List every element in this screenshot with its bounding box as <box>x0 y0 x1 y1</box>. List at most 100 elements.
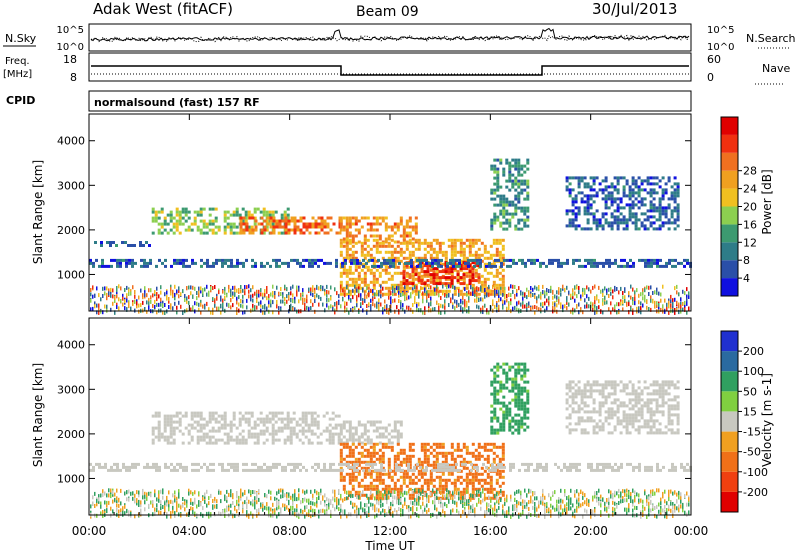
echo-cell <box>509 468 512 472</box>
echo-cell <box>411 241 415 245</box>
echo-cell <box>470 462 473 466</box>
echo-cell <box>511 416 515 420</box>
echo-cell <box>399 271 403 275</box>
echo-cell <box>408 250 412 254</box>
echo-cell <box>574 218 578 222</box>
echo-cell <box>508 176 512 180</box>
echo-cell <box>283 423 287 427</box>
echo-cell <box>495 271 499 275</box>
echo-cell <box>405 283 409 287</box>
echo-cell <box>414 268 418 272</box>
echo-cell <box>429 268 433 272</box>
echo-cell <box>595 221 599 225</box>
noise-cell <box>192 285 194 290</box>
echo-cell <box>402 472 406 476</box>
echo-cell <box>625 224 629 228</box>
echo-cell <box>474 238 478 242</box>
echo-cell <box>458 264 461 268</box>
noise-cell <box>340 284 342 289</box>
echo-cell <box>342 237 346 241</box>
echo-cell <box>378 478 382 482</box>
echo-cell <box>167 465 170 469</box>
echo-cell <box>514 212 518 216</box>
echo-cell <box>402 469 406 473</box>
noise-cell <box>470 291 472 296</box>
echo-cell <box>125 264 128 268</box>
echo-cell <box>497 258 500 262</box>
noise-cell <box>252 303 254 308</box>
echo-cell <box>450 442 454 446</box>
echo-cell <box>520 188 524 192</box>
echo-cell <box>363 426 367 430</box>
noise-cell <box>344 293 346 298</box>
echo-cell <box>441 484 445 488</box>
noise-cell <box>680 309 682 314</box>
echo-cell <box>477 493 481 497</box>
echo-cell <box>106 241 109 244</box>
echo-cell <box>574 389 578 393</box>
noise-cell <box>404 296 406 301</box>
echo-cell <box>133 244 136 247</box>
echo-cell <box>586 197 590 201</box>
noise-cell <box>236 288 238 293</box>
echo-cell <box>649 176 653 180</box>
echo-cell <box>501 454 505 458</box>
noise-cell <box>272 291 274 295</box>
echo-cell <box>151 207 155 211</box>
noise-cell <box>604 300 606 305</box>
echo-cell <box>490 416 494 420</box>
echo-cell <box>432 463 436 467</box>
noise-cell <box>656 287 658 292</box>
noise-cell <box>112 301 114 306</box>
echo-cell <box>514 413 518 417</box>
echo-cell <box>514 380 518 384</box>
echo-cell <box>520 389 524 393</box>
echo-cell <box>440 264 443 268</box>
echo-cell <box>283 438 287 442</box>
echo-cell <box>465 256 469 260</box>
echo-cell <box>429 289 433 293</box>
echo-cell <box>223 417 227 421</box>
echo-cell <box>499 161 503 165</box>
noise-cell <box>204 287 206 292</box>
echo-cell <box>411 442 415 446</box>
echo-cell <box>366 253 370 257</box>
echo-cell <box>568 428 572 432</box>
echo-cell <box>265 429 269 433</box>
noise-cell <box>274 291 276 295</box>
noise-cell <box>200 310 202 315</box>
echo-cell <box>396 487 400 491</box>
echo-cell <box>229 225 233 229</box>
noise-cell <box>200 299 202 304</box>
echo-cell <box>295 435 299 439</box>
echo-cell <box>493 401 497 405</box>
noise-cell <box>566 306 568 311</box>
echo-cell <box>371 258 374 262</box>
echo-cell <box>325 438 329 442</box>
echo-cell <box>229 435 233 439</box>
noise-cell <box>144 292 146 297</box>
echo-cell <box>205 420 209 424</box>
noise-cell <box>416 285 418 290</box>
echo-cell <box>511 203 515 207</box>
noise-cell <box>260 303 262 308</box>
noise-cell <box>502 303 504 308</box>
echo-cell <box>417 460 421 464</box>
echo-cell <box>378 216 382 220</box>
echo-cell <box>351 253 355 257</box>
freq-unit: [MHz] <box>3 69 32 80</box>
echo-cell <box>456 250 460 254</box>
noise-cell <box>306 305 308 310</box>
noise-cell <box>684 308 686 312</box>
echo-cell <box>602 468 605 472</box>
noise-cell <box>558 299 560 303</box>
noise-cell <box>98 303 100 308</box>
echo-cell <box>244 441 248 445</box>
echo-cell <box>369 484 373 488</box>
echo-cell <box>396 222 400 226</box>
echo-cell <box>366 460 370 464</box>
echo-cell <box>517 365 521 369</box>
noise-cell <box>478 305 480 310</box>
noise-cell <box>682 302 684 306</box>
noise-cell <box>526 287 528 292</box>
